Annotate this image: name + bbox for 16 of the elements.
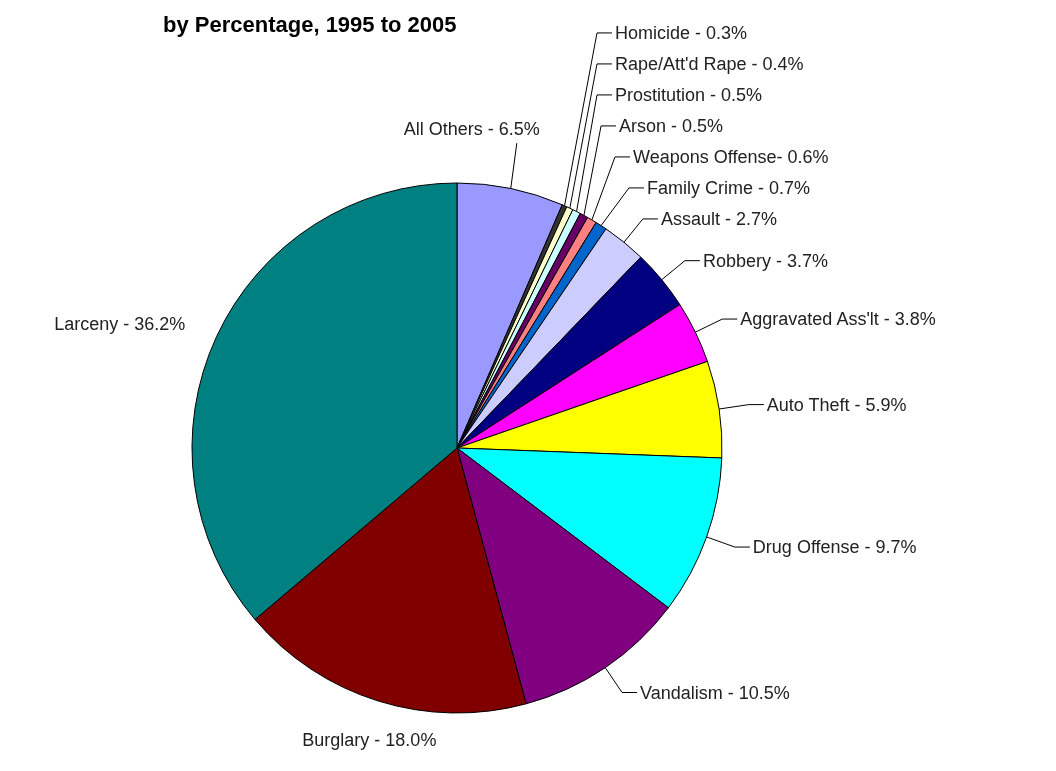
slice-label: Auto Theft - 5.9% (766, 394, 907, 415)
slice-label: Vandalism - 10.5% (640, 682, 790, 703)
slice-label: Rape/Att'd Rape - 0.4% (615, 54, 804, 75)
slice-label: Family Crime - 0.7% (646, 178, 810, 199)
slice-label: Prostitution - 0.5% (615, 85, 763, 106)
slice-label: Weapons Offense- 0.6% (632, 147, 829, 168)
chart-title: by Percentage, 1995 to 2005 (163, 12, 457, 37)
slice-label: Larceny - 36.2% (54, 314, 186, 335)
slice-label: All Others - 6.5% (403, 119, 540, 140)
slice-label: Arson - 0.5% (619, 116, 724, 137)
slice-label: Aggravated Ass'lt - 3.8% (740, 309, 936, 330)
slice-label: Drug Offense - 9.7% (752, 537, 917, 558)
slice-label: Homicide - 0.3% (615, 23, 748, 44)
slice-label: Burglary - 18.0% (302, 729, 437, 750)
slice-label: Robbery - 3.7% (702, 250, 828, 271)
slice-label: Assault - 2.7% (660, 209, 777, 230)
